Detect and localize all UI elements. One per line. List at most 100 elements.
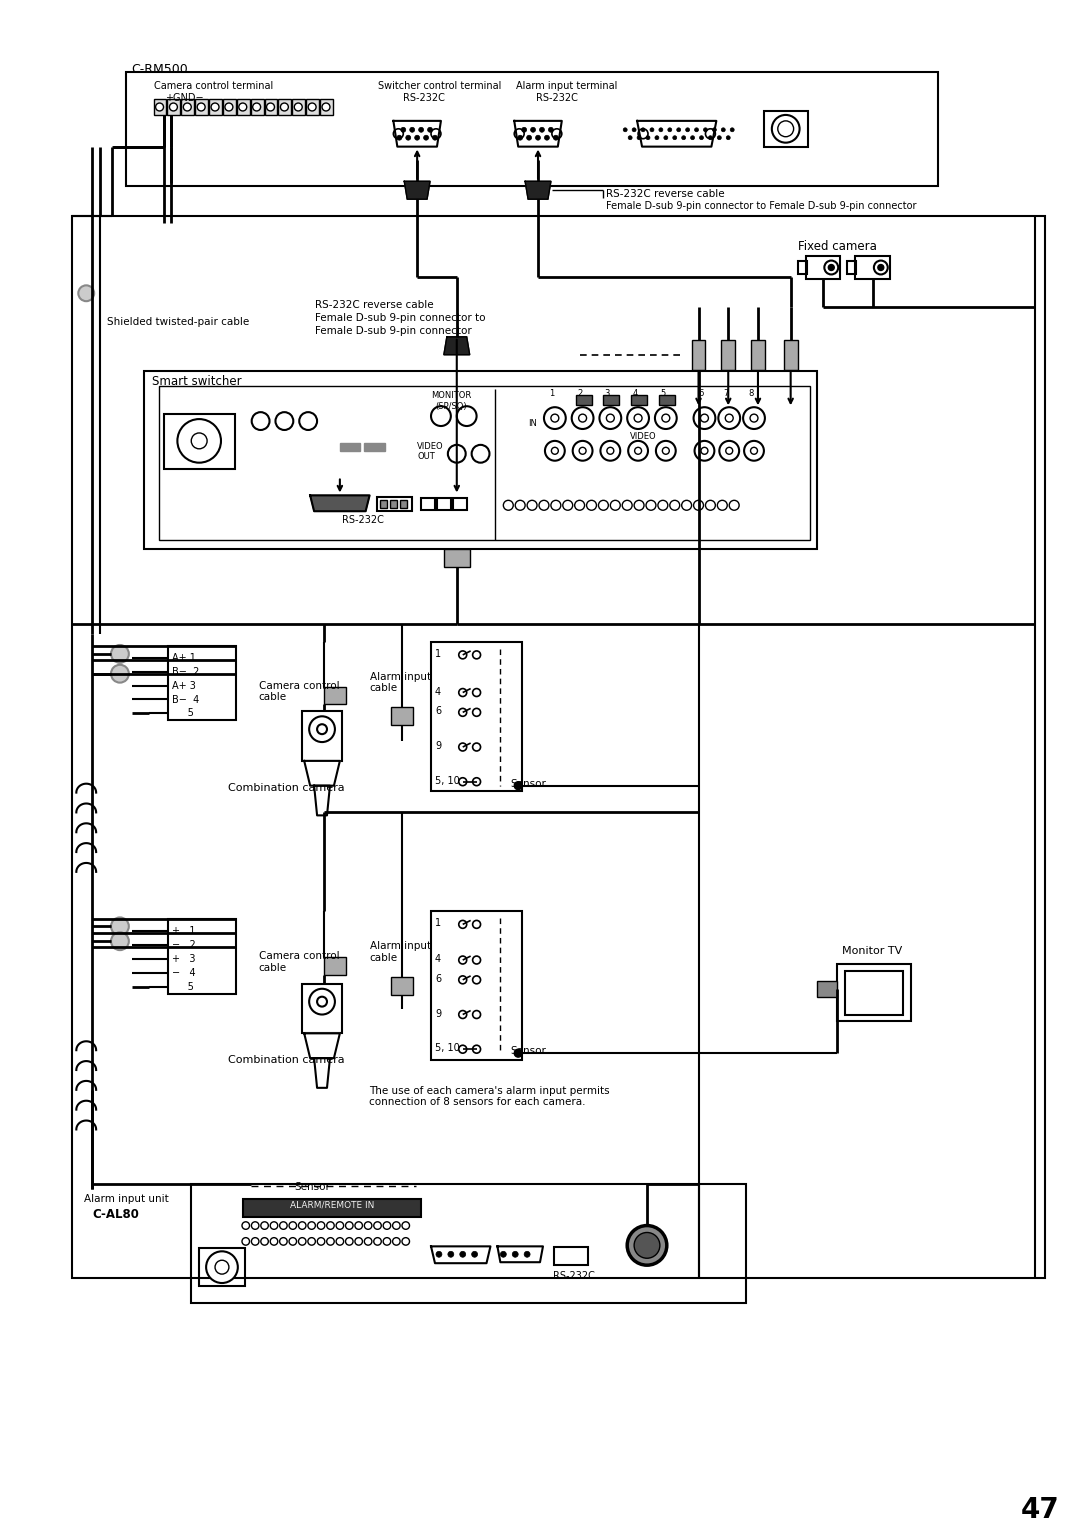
Circle shape [730, 128, 734, 131]
Circle shape [459, 689, 467, 697]
Bar [421, 498, 435, 510]
Circle shape [280, 1222, 287, 1230]
Circle shape [553, 136, 558, 141]
Bar [691, 339, 705, 370]
Text: C-RM500: C-RM500 [131, 63, 188, 76]
Circle shape [544, 406, 566, 429]
Circle shape [659, 128, 663, 131]
Circle shape [729, 500, 739, 510]
Text: Alarm input
cable: Alarm input cable [369, 672, 431, 694]
Polygon shape [305, 761, 340, 785]
Bar [659, 396, 675, 405]
Circle shape [374, 1238, 381, 1245]
Circle shape [575, 500, 584, 510]
Circle shape [225, 102, 233, 112]
Text: Camera control terminal: Camera control terminal [153, 81, 273, 92]
Circle shape [111, 932, 129, 950]
Bar [554, 1247, 588, 1265]
Text: Alarm input
cable: Alarm input cable [369, 941, 431, 963]
Circle shape [401, 127, 406, 133]
Polygon shape [404, 182, 430, 199]
Circle shape [599, 406, 621, 429]
Circle shape [252, 413, 270, 429]
Circle shape [701, 448, 707, 454]
Polygon shape [310, 495, 369, 512]
Circle shape [309, 717, 335, 743]
Circle shape [111, 917, 129, 935]
Circle shape [681, 500, 691, 510]
Text: +   3: + 3 [173, 953, 195, 964]
Text: RS-232C: RS-232C [403, 93, 445, 102]
Circle shape [267, 102, 274, 112]
Circle shape [686, 128, 690, 131]
Bar [126, 72, 939, 186]
Text: −   4: − 4 [173, 967, 197, 978]
Circle shape [270, 1222, 278, 1230]
Text: C-AL80: C-AL80 [92, 1207, 139, 1221]
Text: 4: 4 [435, 686, 441, 697]
Bar [324, 957, 346, 975]
Circle shape [701, 414, 708, 422]
Circle shape [627, 406, 649, 429]
Circle shape [326, 1222, 334, 1230]
Text: Female D-sub 9-pin connector: Female D-sub 9-pin connector [315, 325, 472, 336]
Bar [818, 981, 837, 996]
Circle shape [667, 128, 672, 131]
Circle shape [563, 500, 572, 510]
Bar [293, 99, 306, 115]
Circle shape [572, 442, 593, 461]
Circle shape [79, 286, 94, 301]
Circle shape [874, 261, 888, 275]
Circle shape [705, 500, 715, 510]
Circle shape [326, 1238, 334, 1245]
Bar [390, 500, 397, 509]
Text: Alarm input terminal: Alarm input terminal [516, 81, 618, 92]
Text: Sensor: Sensor [510, 779, 546, 788]
Text: B−  4: B− 4 [173, 695, 200, 704]
Bar [391, 976, 414, 995]
Text: The use of each camera's alarm input permits
connection of 8 sensors for each ca: The use of each camera's alarm input per… [368, 1086, 609, 1108]
Bar [401, 500, 407, 509]
Bar [380, 500, 388, 509]
Circle shape [309, 989, 335, 1015]
Circle shape [473, 920, 481, 929]
Circle shape [750, 414, 758, 422]
Circle shape [393, 128, 403, 139]
Circle shape [664, 136, 667, 139]
Circle shape [646, 136, 650, 139]
Text: A+ 1: A+ 1 [173, 652, 197, 663]
Bar [721, 339, 735, 370]
Circle shape [402, 1238, 409, 1245]
Text: 6: 6 [435, 706, 441, 717]
Circle shape [346, 1222, 353, 1230]
Bar [324, 686, 346, 704]
Circle shape [549, 127, 553, 133]
Text: Shielded twisted-pair cable: Shielded twisted-pair cable [107, 316, 249, 327]
Circle shape [260, 1238, 268, 1245]
Circle shape [662, 448, 670, 454]
Circle shape [275, 413, 294, 429]
Circle shape [473, 689, 481, 697]
Circle shape [717, 500, 727, 510]
Circle shape [828, 264, 834, 270]
Circle shape [281, 102, 288, 112]
Circle shape [517, 136, 523, 141]
Circle shape [415, 136, 420, 141]
Bar [307, 99, 319, 115]
Circle shape [318, 1238, 325, 1245]
Circle shape [598, 500, 608, 510]
Circle shape [355, 1222, 363, 1230]
Bar [453, 498, 467, 510]
Circle shape [721, 128, 726, 131]
Circle shape [634, 1233, 660, 1258]
Text: 5: 5 [173, 709, 194, 718]
Bar [168, 920, 235, 993]
Polygon shape [444, 336, 470, 354]
Bar [181, 99, 194, 115]
Circle shape [406, 136, 410, 141]
Circle shape [298, 1238, 306, 1245]
Circle shape [514, 128, 524, 139]
Circle shape [629, 442, 648, 461]
Text: 6: 6 [699, 390, 704, 399]
Bar [444, 549, 470, 567]
